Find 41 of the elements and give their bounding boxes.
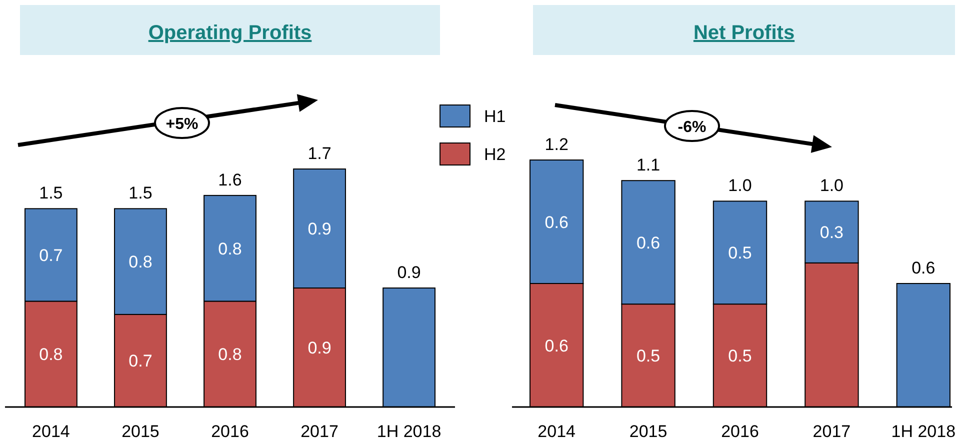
data-label: 0.8 — [218, 239, 242, 258]
data-label: 0.8 — [39, 345, 63, 364]
x-tick-label: 2017 — [812, 422, 851, 441]
data-label: 0.3 — [820, 223, 844, 242]
total-label: 1.5 — [39, 184, 63, 203]
chart-title: Net Profits — [693, 22, 795, 44]
data-label: 0.9 — [308, 220, 332, 238]
total-label: 1.5 — [128, 184, 152, 203]
text: +5% — [166, 116, 198, 133]
x-tick-label: 2016 — [211, 422, 249, 441]
data-label: 0.6 — [544, 336, 568, 356]
x-tick-label: 2014 — [538, 422, 576, 441]
data-label: 0.7 — [128, 352, 152, 371]
legend-label: H2 — [484, 145, 506, 164]
x-tick-label: 2014 — [32, 422, 70, 441]
data-label: 0.7 — [39, 246, 63, 265]
total-label: 1.0 — [728, 176, 752, 196]
legend-label: H1 — [484, 107, 506, 126]
data-label: 0.9 — [308, 338, 332, 358]
x-tick-label: 2016 — [721, 422, 759, 441]
data-label: 0.8 — [128, 252, 152, 272]
text: -6% — [678, 119, 706, 136]
x-tick-label: 1H 2018 — [376, 422, 442, 441]
data-label: 0.8 — [218, 345, 242, 364]
data-label: 0.6 — [544, 212, 568, 232]
x-tick-label: 2015 — [629, 422, 668, 441]
x-tick-label: 1H 2018 — [891, 422, 956, 441]
data-label: 0.5 — [728, 244, 752, 263]
chart-title: Operating Profits — [148, 22, 312, 44]
data-label: 0.5 — [636, 346, 660, 366]
total-label: 1.2 — [544, 135, 568, 154]
data-label: 0.5 — [728, 346, 752, 366]
total-label: 1.1 — [636, 156, 660, 175]
total-label: 0.6 — [912, 258, 936, 278]
x-tick-label: 2015 — [122, 422, 160, 441]
total-label: 1.6 — [218, 170, 242, 190]
total-label: 1.7 — [308, 144, 332, 163]
total-label: 1.0 — [820, 176, 844, 196]
x-tick-label: 2017 — [300, 422, 338, 441]
data-label: 0.6 — [636, 233, 660, 252]
total-label: 0.9 — [397, 263, 421, 282]
